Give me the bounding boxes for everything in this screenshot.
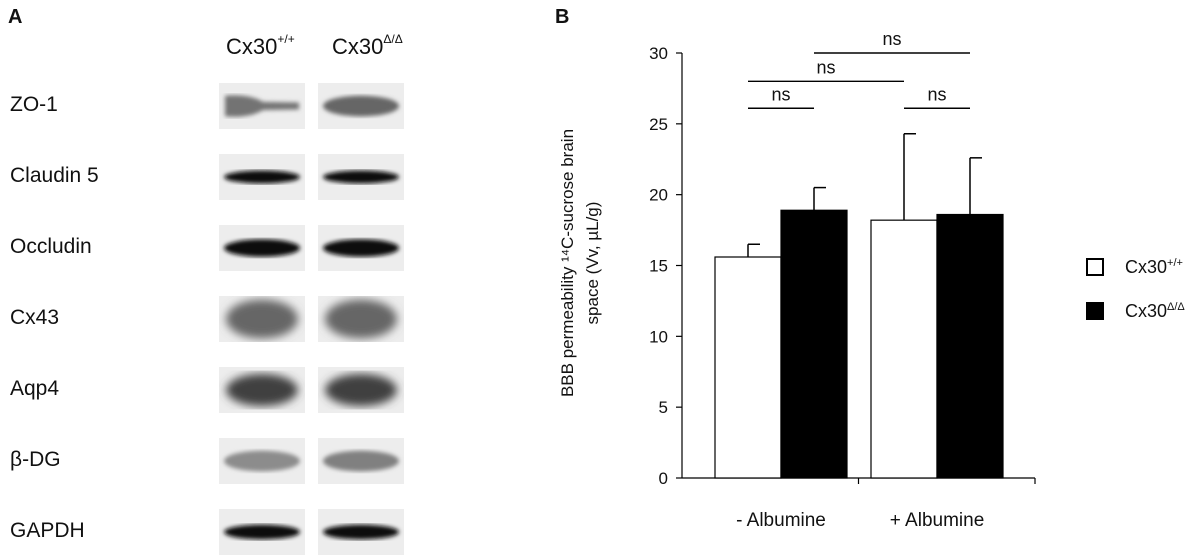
- blot-row-label: Cx43: [10, 306, 60, 329]
- y-axis-label: BBB permeability ¹⁴C-sucrose brain: [558, 129, 577, 397]
- y-tick-label: 5: [659, 398, 668, 417]
- blot-row-label: β-DG: [10, 448, 61, 471]
- blot-band: [219, 225, 305, 271]
- blot-band: [318, 83, 404, 129]
- significance-label: ns: [927, 84, 946, 104]
- blot-band: [219, 83, 305, 129]
- blot-band: [318, 296, 404, 342]
- y-tick-label: 20: [649, 186, 668, 205]
- significance-label: ns: [816, 57, 835, 77]
- blot-row-label: ZO-1: [10, 93, 58, 116]
- bar: [714, 256, 782, 479]
- y-tick-label: 10: [649, 327, 668, 346]
- blot-band: [318, 154, 404, 200]
- legend-swatch: [1086, 302, 1104, 320]
- panel-a-letter: A: [8, 6, 23, 28]
- y-tick-label: 15: [649, 257, 668, 276]
- y-axis-label-line2: space (Vv, µL/g): [583, 202, 602, 325]
- y-tick-label: 25: [649, 115, 668, 134]
- blot-band: [219, 154, 305, 200]
- x-category-label: - Albumine: [736, 510, 826, 531]
- blot-row-label: Claudin 5: [10, 164, 99, 187]
- column-header-knockout: Cx30Δ/Δ: [332, 31, 403, 59]
- bar: [936, 213, 1004, 479]
- legend-label: Cx30+/+: [1125, 257, 1183, 277]
- y-tick-label: 0: [659, 469, 668, 488]
- blot-band: [318, 367, 404, 413]
- blot-band: [219, 509, 305, 555]
- blot-band: [318, 438, 404, 484]
- legend-swatch: [1086, 258, 1104, 276]
- column-header-wildtype: Cx30+/+: [226, 31, 295, 59]
- blot-band: [318, 225, 404, 271]
- blot-band: [318, 509, 404, 555]
- bar: [780, 209, 848, 479]
- blot-row-label: GAPDH: [10, 519, 85, 542]
- blot-band: [219, 438, 305, 484]
- x-category-label: + Albumine: [890, 510, 985, 531]
- significance-label: ns: [882, 29, 901, 49]
- blot-band: [219, 296, 305, 342]
- blot-row-label: Occludin: [10, 235, 92, 258]
- panel-b-letter: B: [555, 6, 570, 28]
- blot-band: [219, 367, 305, 413]
- significance-label: ns: [771, 84, 790, 104]
- blot-row-label: Aqp4: [10, 377, 60, 400]
- bar: [870, 219, 938, 479]
- legend-label: Cx30Δ/Δ: [1125, 301, 1185, 321]
- y-tick-label: 30: [649, 44, 668, 63]
